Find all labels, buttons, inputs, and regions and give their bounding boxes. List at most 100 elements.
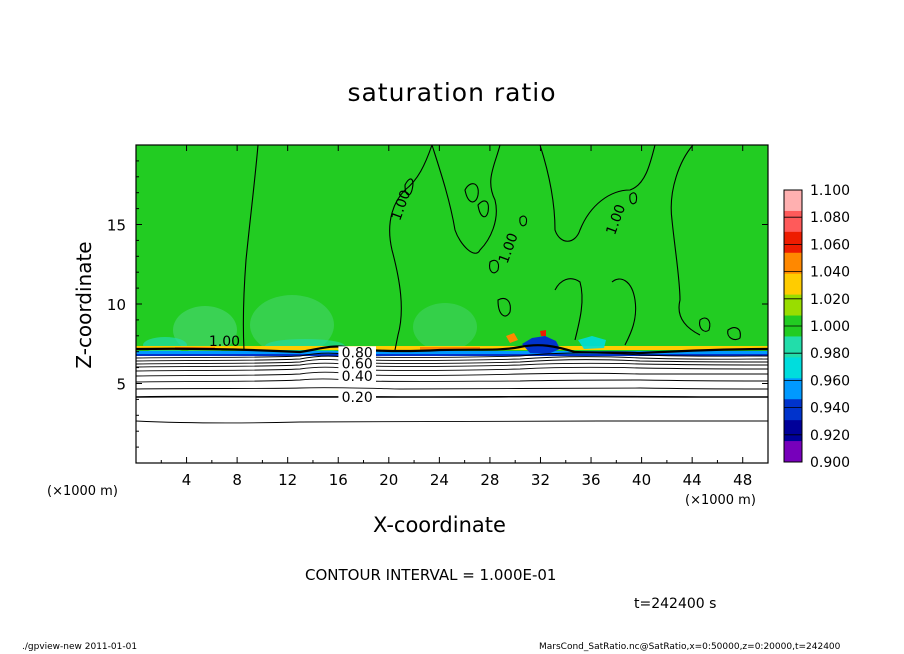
contour-label: 0.80 <box>342 345 373 361</box>
contour-line <box>136 359 768 365</box>
colorbar-swatch <box>784 441 802 463</box>
field-light-patch <box>413 303 477 351</box>
contour-interval-note: CONTOUR INTERVAL = 1.000E-01 <box>305 566 557 584</box>
y-tick-label: 10 <box>107 296 126 314</box>
colorbar-swatch <box>784 273 802 296</box>
colorbar-label: 0.900 <box>810 455 850 471</box>
contour-line <box>136 378 768 383</box>
contour-line <box>497 297 511 317</box>
y-axis-label: Z-coordinate <box>72 241 96 369</box>
field-darkblue-strip <box>136 354 768 356</box>
field-orange-strip <box>420 347 480 350</box>
contour-line <box>431 145 501 254</box>
contour-line <box>136 420 768 424</box>
field-cyan-blob <box>578 336 606 349</box>
colorbar: 1.100 1.080 1.060 1.040 1.020 1.000 0.980 0.960… <box>783 183 850 471</box>
lower-contours <box>136 352 768 424</box>
y-tick-label: 5 <box>116 376 126 394</box>
contour-line <box>477 200 489 218</box>
colorbar-swatch <box>784 210 802 233</box>
boundary-contour <box>136 344 768 355</box>
field-blue-strip <box>136 351 768 354</box>
contour-line <box>519 215 528 227</box>
colorbar-swatch <box>784 231 802 254</box>
colorbar-swatch <box>784 190 802 212</box>
field-cyan-patch <box>143 337 187 353</box>
chart-title: saturation ratio <box>347 78 557 107</box>
contour-line <box>404 178 414 196</box>
upper-contours <box>242 145 741 351</box>
contour-label: 1.00 <box>209 334 240 350</box>
colorbar-label: 0.980 <box>810 346 850 362</box>
contour-line <box>136 371 768 377</box>
colorbar-swatch <box>784 399 802 421</box>
contour-label: 0.20 <box>342 390 373 406</box>
contour-line <box>539 145 656 242</box>
plot-area: 1.001.001.001.000.800.600.400.20 4 8 12 16 2… <box>107 144 769 489</box>
contour-line <box>699 317 711 332</box>
x-tick-label: 48 <box>733 471 752 489</box>
contour-label-bg <box>338 346 376 361</box>
field-lower-white <box>136 356 768 463</box>
contour-line <box>489 259 500 274</box>
contour-label-bg <box>338 357 376 372</box>
footer-source: MarsCond_SatRatio.nc@SatRatio,x=0:50000,… <box>539 642 841 652</box>
contour-line <box>389 145 433 351</box>
contour-line <box>554 278 583 341</box>
x-tick-label: 44 <box>683 471 702 489</box>
x-tick-label: 8 <box>232 471 242 489</box>
contour-line <box>242 145 259 351</box>
colorbar-label: 1.100 <box>810 183 850 199</box>
contour-label: 0.40 <box>342 369 373 385</box>
contour-line <box>136 352 768 359</box>
colorbar-swatch <box>784 378 802 400</box>
contour-line <box>727 327 741 341</box>
contour-label: 0.60 <box>342 356 373 372</box>
x-unit-label-right: (×1000 m) <box>685 493 756 508</box>
contour-label-bg <box>338 370 376 385</box>
x-axis-label: X-coordinate <box>373 513 506 537</box>
y-tick-label: 15 <box>107 217 126 235</box>
colorbar-label: 1.020 <box>810 292 850 308</box>
colorbar-label: 0.920 <box>810 428 850 444</box>
x-tick-label: 4 <box>182 471 192 489</box>
colorbar-label: 1.000 <box>810 319 850 335</box>
field-light-patch <box>173 306 237 354</box>
colorbar-label: 0.940 <box>810 401 850 417</box>
x-tick-label: 36 <box>581 471 600 489</box>
saturation-field <box>136 145 768 463</box>
contour-line <box>136 387 768 390</box>
x-unit-label-left: (×1000 m) <box>47 484 118 499</box>
colorbar-swatch <box>784 294 802 317</box>
time-label: t=242400 s <box>634 596 717 612</box>
contour-line <box>136 355 768 362</box>
field-red-blob <box>540 330 546 336</box>
contour-line <box>136 366 768 372</box>
colorbar-swatch <box>784 252 802 275</box>
x-tick-label: 28 <box>480 471 499 489</box>
colorbar-swatch <box>784 336 802 358</box>
x-tick-label: 32 <box>531 471 550 489</box>
colorbar-label: 1.080 <box>810 210 850 226</box>
contour-line <box>136 362 768 368</box>
contour-label-bg <box>338 390 376 405</box>
colorbar-label: 1.040 <box>810 265 850 281</box>
colorbar-swatch <box>784 420 802 442</box>
field-orange-blob <box>506 333 518 343</box>
footer-command: ./gpview-new 2011-01-01 <box>22 642 138 652</box>
contour-line <box>670 145 701 336</box>
contour-line <box>611 278 637 346</box>
y-axis-ticks: 5 10 15 <box>107 160 768 448</box>
colorbar-swatch <box>784 357 802 379</box>
contour-line <box>629 192 638 205</box>
x-tick-label: 20 <box>379 471 398 489</box>
colorbar-label: 1.060 <box>810 237 850 253</box>
x-tick-label: 16 <box>329 471 348 489</box>
x-tick-label: 24 <box>430 471 449 489</box>
colorbar-label: 0.960 <box>810 373 850 389</box>
contour-line <box>464 183 479 203</box>
x-axis-ticks: 4 8 12 16 20 24 28 32 36 40 44 48 <box>160 145 752 489</box>
x-tick-label: 12 <box>278 471 297 489</box>
x-tick-label: 40 <box>632 471 651 489</box>
